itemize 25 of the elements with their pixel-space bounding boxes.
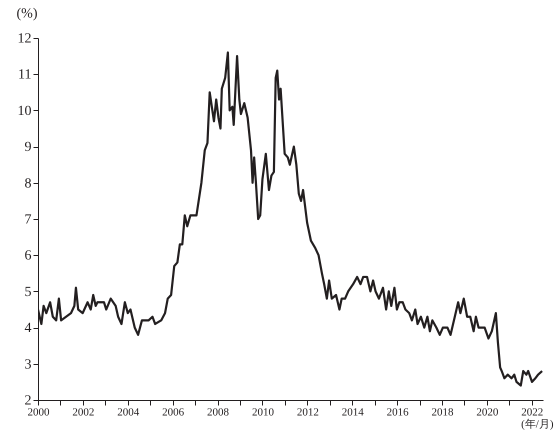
x-tick-label: 2020: [476, 406, 499, 418]
x-tick-label: 2006: [162, 406, 185, 418]
x-tick-label: 2014: [342, 406, 364, 418]
y-tick-label: 3: [24, 357, 32, 372]
y-tick-label: 12: [18, 32, 32, 46]
y-tick-label: 8: [24, 176, 32, 192]
y-tick-label: 5: [24, 284, 32, 300]
x-axis-title: (年/月): [521, 418, 554, 430]
y-tick-label: 10: [18, 104, 32, 119]
x-tick-label: 2002: [72, 406, 94, 418]
x-tick-label: 2018: [432, 406, 454, 418]
y-tick-label: 2: [24, 394, 32, 408]
x-tick-label: 2010: [252, 406, 274, 418]
y-tick-label: 4: [24, 321, 32, 336]
x-tick-label: 2004: [117, 406, 140, 418]
x-tick-label: 2000: [28, 406, 50, 418]
y-tick-label: 6: [24, 248, 32, 264]
x-tick-label: 2022: [521, 406, 544, 418]
x-tick-label: 2008: [207, 406, 230, 418]
y-axis-title: (%): [16, 6, 38, 22]
x-tick-label: 2012: [296, 406, 319, 418]
x-tick-label: 2016: [386, 406, 410, 418]
y-tick-label: 7: [24, 212, 32, 228]
y-tick-label: 9: [24, 140, 32, 156]
y-tick-label: 11: [18, 68, 32, 83]
